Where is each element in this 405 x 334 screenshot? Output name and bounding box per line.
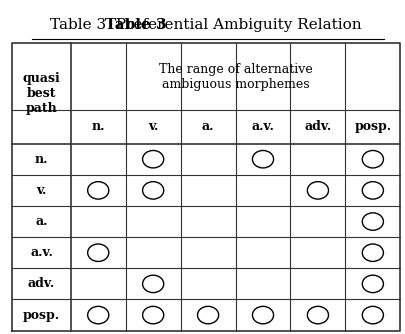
Text: v.: v. — [36, 184, 47, 197]
Text: n.: n. — [34, 153, 48, 166]
Text: adv.: adv. — [304, 121, 331, 133]
Text: posp.: posp. — [23, 309, 60, 322]
Text: a.: a. — [35, 215, 47, 228]
Text: adv.: adv. — [28, 278, 55, 290]
Text: v.: v. — [147, 121, 158, 133]
Text: a.v.: a.v. — [251, 121, 274, 133]
Text: The range of alternative
ambiguous morphemes: The range of alternative ambiguous morph… — [158, 63, 312, 91]
Text: Table 3: Table 3 — [104, 18, 166, 32]
Text: a.: a. — [201, 121, 214, 133]
Text: a.v.: a.v. — [30, 246, 53, 259]
Text: Table 3  Preferential Ambiguity Relation: Table 3 Preferential Ambiguity Relation — [50, 18, 361, 32]
Text: quasi
best
path: quasi best path — [23, 72, 60, 115]
Text: n.: n. — [91, 121, 105, 133]
Text: posp.: posp. — [354, 121, 390, 133]
